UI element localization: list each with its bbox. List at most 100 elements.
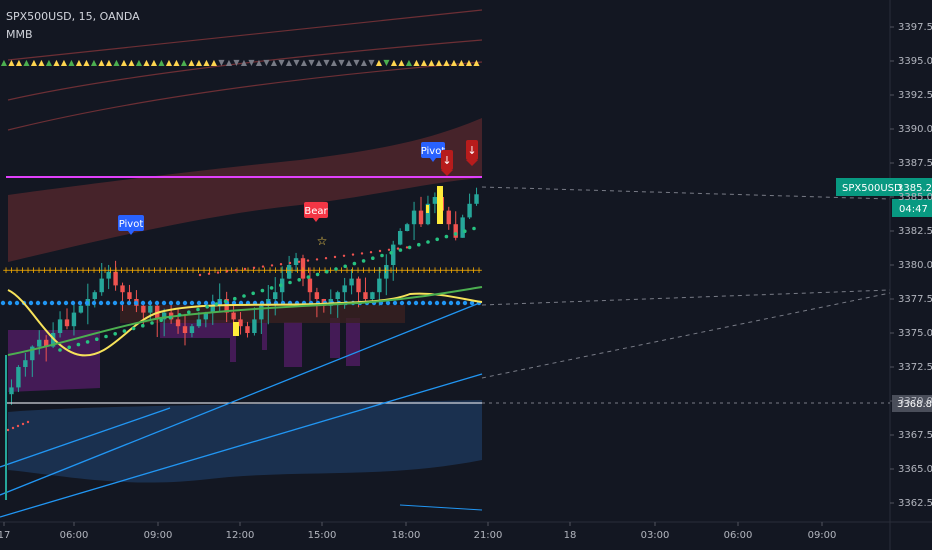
candle-body: [23, 360, 28, 367]
countdown-bg: [892, 199, 932, 217]
level-price-label: 3368.8: [892, 395, 932, 412]
candle-body: [460, 217, 465, 238]
green-dot: [76, 342, 81, 347]
candle-body: [286, 265, 292, 279]
candle-body: [377, 278, 382, 293]
red-dot: [21, 422, 25, 426]
signal-triangle: ▲: [286, 58, 293, 67]
y-tick-label: 3367.5: [898, 430, 932, 441]
candle-body: [273, 292, 278, 299]
yellow-marker: +: [173, 266, 181, 276]
indicator-name: MMB: [6, 28, 33, 41]
yellow-marker: +: [107, 266, 115, 276]
yellow-marker: +: [41, 266, 49, 276]
countdown-value: 04:47: [899, 204, 928, 215]
x-tick-label: 06:00: [60, 530, 89, 541]
band-line: [7, 61, 483, 131]
candle-body: [245, 326, 250, 333]
price-label-bg: [836, 178, 932, 196]
candle-body: [335, 292, 340, 299]
green-dot: [426, 240, 430, 244]
x-tick-label: 18: [564, 530, 577, 541]
signal-triangle: ▲: [473, 58, 480, 67]
trend-line: [399, 504, 483, 511]
candle-body: [43, 339, 49, 347]
signal-triangle: ▲: [241, 58, 248, 67]
signal-triangle: ▲: [398, 58, 405, 67]
candle-body: [370, 292, 375, 299]
upper-band: [8, 118, 482, 262]
annotation-pointer: [128, 231, 134, 235]
yellow-marker: +: [30, 266, 38, 276]
blue-dot: [84, 300, 90, 306]
green-dot: [233, 296, 237, 301]
blue-dot: [140, 300, 146, 306]
band-line: [7, 9, 483, 61]
red-dot: [11, 426, 15, 430]
annotation-bear: Bear: [304, 202, 329, 222]
red-dot: [315, 258, 319, 261]
candle-body: [99, 278, 104, 293]
yellow-marker: +: [420, 266, 428, 276]
blue-dot: [42, 300, 48, 306]
signal-triangle: ▼: [383, 58, 390, 67]
blue-dot: [420, 300, 426, 306]
candle-body: [9, 387, 14, 395]
purple-block: [330, 318, 340, 358]
y-tick-label: 3370.0: [898, 396, 932, 407]
blue-dot: [154, 300, 160, 306]
yellow-marker: +: [134, 266, 142, 276]
green-dot: [389, 251, 394, 255]
blue-dot: [49, 300, 55, 306]
signal-triangle: ▲: [158, 58, 165, 67]
y-tick-label: 3377.5: [898, 294, 932, 305]
signal-triangle: ▲: [38, 58, 45, 67]
y-tick-label: 3390.0: [898, 124, 932, 135]
yellow-marker: +: [365, 266, 373, 276]
y-tick-label: 3380.0: [898, 260, 932, 271]
blue-dot: [182, 300, 188, 306]
yellow-marker: +: [184, 266, 192, 276]
signal-triangle: ▲: [76, 58, 83, 67]
green-dot: [453, 232, 458, 236]
yellow-marker: +: [162, 266, 170, 276]
x-tick-label: 18:00: [392, 530, 421, 541]
arrow-tip: [441, 170, 453, 176]
red-dot: [26, 420, 30, 424]
red-dot: [306, 259, 310, 262]
blue-dot: [161, 300, 167, 306]
signal-triangle: ▲: [106, 58, 113, 67]
candle-body: [210, 305, 215, 313]
lower-band: [8, 400, 482, 483]
candle-body: [474, 194, 479, 204]
yellow-marker: +: [266, 266, 274, 276]
green-dot: [288, 280, 292, 285]
signal-triangle: ▲: [16, 58, 23, 67]
red-dot: [279, 263, 283, 266]
candle-body: [356, 278, 361, 293]
yellow-marker: +: [327, 266, 335, 276]
green-dot: [95, 337, 99, 342]
yellow-marker: +: [24, 266, 32, 276]
signal-triangle: ▼: [338, 58, 345, 67]
yellow-marker: +: [437, 266, 445, 276]
yellow-marker: +: [255, 266, 263, 276]
level-label-value: 3368.8: [897, 399, 932, 410]
candle-body: [432, 197, 438, 204]
candle-body: [92, 292, 97, 299]
annotation-bg: [304, 202, 328, 218]
red-dot: [342, 254, 346, 257]
yellow-marker: +: [349, 266, 357, 276]
yellow-marker: +: [112, 266, 120, 276]
blue-dot: [119, 300, 125, 306]
candle-body: [467, 203, 472, 218]
arrow-bg: [466, 140, 478, 160]
candle-body: [425, 203, 431, 225]
yellow-marker: +: [371, 266, 379, 276]
blue-dot: [105, 300, 111, 306]
candle-body: [384, 265, 389, 279]
y-tick-label: 3375.0: [898, 328, 932, 339]
green-dot: [361, 259, 366, 263]
signal-triangle: ▲: [331, 58, 338, 67]
